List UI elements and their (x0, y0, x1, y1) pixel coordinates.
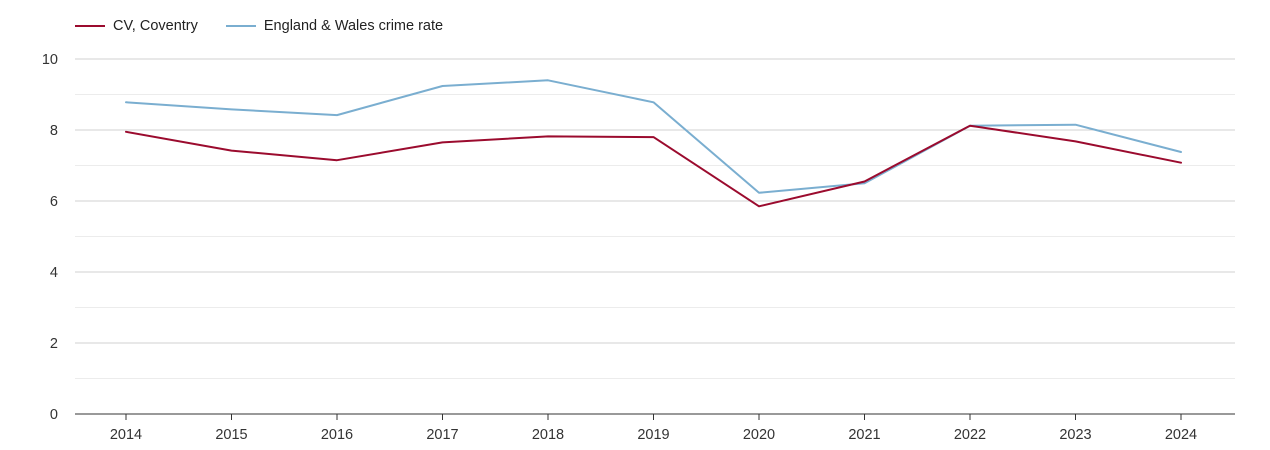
y-tick-label: 2 (50, 336, 58, 352)
series-layer (125, 79, 1182, 208)
x-tick-label: 2016 (321, 427, 353, 443)
y-tick-label: 4 (50, 265, 58, 281)
x-tick-label: 2019 (637, 427, 669, 443)
x-tick-label: 2023 (1059, 427, 1091, 443)
grid-layer (75, 58, 1235, 379)
x-tick-label: 2024 (1165, 427, 1197, 443)
x-tick-label: 2018 (532, 427, 564, 443)
axis-layer: 0 2 4 6 8 10 2014 2015 2016 2017 2018 2019 2020 2021 2… (42, 52, 1235, 443)
y-tick-label: 8 (50, 123, 58, 139)
x-tick-label: 2020 (743, 427, 775, 443)
legend-item-england-wales: England & Wales crime rate (225, 18, 444, 34)
series-line-england-wales (125, 79, 1182, 194)
legend-swatch-england-wales (225, 25, 256, 27)
x-tick-label: 2021 (848, 427, 880, 443)
x-tick-label: 2017 (426, 427, 458, 443)
x-tick-label: 2015 (215, 427, 247, 443)
x-tick-label: 2022 (954, 427, 986, 443)
legend-label-coventry: CV, Coventry (113, 18, 198, 34)
x-tick-label: 2014 (110, 427, 142, 443)
legend-label-england-wales: England & Wales crime rate (263, 18, 444, 34)
y-tick-label: 0 (50, 407, 58, 423)
legend-item-coventry: CV, Coventry (75, 18, 198, 34)
y-tick-label: 10 (42, 52, 58, 68)
chart-legend: CV, Coventry England & Wales crime rate (75, 14, 443, 38)
y-tick-label: 6 (50, 194, 58, 210)
series-line-coventry (125, 124, 1182, 208)
legend-swatch-coventry (75, 25, 105, 27)
